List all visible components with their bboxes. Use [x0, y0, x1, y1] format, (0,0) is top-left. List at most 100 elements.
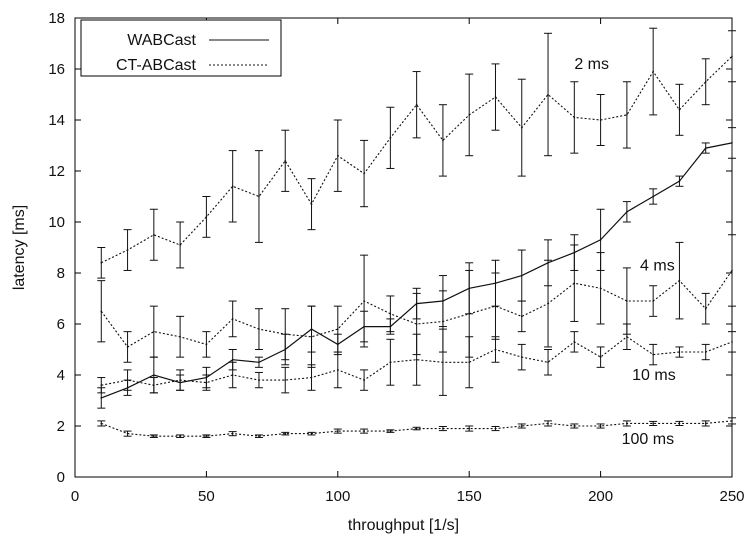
- series-group: [97, 27, 736, 438]
- data-point: [599, 356, 602, 358]
- y-tick-label: 6: [57, 316, 65, 333]
- data-point: [731, 269, 733, 272]
- data-point: [337, 369, 339, 371]
- data-point: [494, 305, 497, 307]
- data-point: [573, 425, 576, 427]
- data-point: [179, 379, 181, 381]
- y-tick-label: 12: [48, 163, 65, 180]
- data-point: [153, 384, 155, 387]
- data-point: [205, 216, 208, 218]
- data-point: [284, 432, 287, 435]
- y-tick-label: 10: [48, 214, 65, 231]
- data-point: [573, 341, 576, 343]
- data-point: [153, 233, 155, 236]
- data-point: [547, 302, 549, 305]
- data-point: [363, 430, 365, 432]
- data-point: [731, 55, 733, 58]
- data-point: [100, 397, 103, 399]
- data-point: [337, 154, 339, 157]
- data-point: [389, 137, 392, 139]
- legend-label: CT-ABCast: [116, 57, 197, 74]
- data-point: [415, 323, 418, 325]
- data-point: [415, 427, 418, 430]
- data-point: [284, 379, 287, 381]
- data-point: [678, 180, 681, 182]
- x-tick-label: 100: [325, 488, 350, 505]
- legend-label: WABCast: [127, 32, 196, 49]
- data-point: [258, 435, 260, 438]
- legend-box: [80, 19, 282, 77]
- y-axis-title: latency [ms]: [11, 205, 28, 290]
- legend: WABCast CT-ABCast: [80, 19, 282, 77]
- data-point: [442, 361, 444, 364]
- data-point: [599, 425, 602, 427]
- data-point: [389, 361, 392, 364]
- x-tick-label: 0: [71, 488, 79, 505]
- data-point: [126, 379, 129, 381]
- data-point: [731, 341, 733, 343]
- data-point: [363, 300, 365, 302]
- annotation-group: 2 ms 4 ms 10 ms 100 ms: [574, 56, 675, 448]
- data-point: [205, 343, 208, 346]
- data-point: [100, 422, 103, 425]
- data-point: [520, 274, 523, 277]
- data-point: [205, 435, 208, 438]
- data-point: [704, 422, 707, 425]
- data-point: [389, 313, 392, 315]
- data-point: [231, 358, 234, 361]
- data-point: [205, 381, 208, 384]
- data-point: [310, 335, 313, 338]
- data-point: [626, 300, 628, 302]
- axes: 0 50 100 150 200 250 0 2 4 6 8 10 12 14 16 18 throughput…: [11, 10, 745, 534]
- series-annotation: 2 ms: [574, 56, 609, 73]
- y-tick-label: 8: [57, 265, 65, 282]
- data-point: [704, 351, 707, 353]
- data-point: [126, 346, 129, 348]
- data-point: [626, 114, 628, 116]
- data-point: [415, 358, 418, 361]
- data-point: [494, 96, 497, 98]
- data-point: [573, 282, 576, 285]
- data-point: [599, 239, 602, 241]
- data-point: [599, 119, 602, 121]
- series-annotation: 4 ms: [640, 257, 675, 274]
- data-point: [704, 147, 707, 149]
- data-point: [626, 335, 628, 338]
- data-point: [258, 379, 260, 381]
- data-point: [153, 330, 155, 333]
- data-point: [468, 361, 471, 364]
- data-point: [520, 126, 523, 129]
- data-point: [310, 203, 313, 205]
- y-tick-label: 14: [48, 112, 65, 129]
- data-point: [547, 93, 549, 96]
- data-point: [415, 103, 418, 106]
- x-axis-title: throughput [1/s]: [348, 517, 459, 534]
- data-point: [468, 114, 471, 116]
- data-point: [284, 333, 287, 336]
- data-point: [310, 376, 313, 379]
- data-point: [652, 300, 654, 302]
- data-point: [231, 185, 234, 188]
- data-point: [337, 328, 339, 330]
- x-tick-label: 150: [457, 488, 482, 505]
- data-point: [126, 432, 129, 435]
- data-point: [363, 172, 365, 175]
- data-point: [494, 427, 497, 430]
- x-tick-label: 200: [588, 488, 613, 505]
- y-tick-label: 18: [48, 10, 65, 27]
- series-100-ms: [97, 417, 736, 438]
- data-point: [100, 384, 103, 387]
- data-point: [652, 195, 654, 198]
- series-2-ms: [97, 27, 736, 279]
- x-tick-label: 250: [719, 488, 744, 505]
- data-point: [100, 262, 103, 264]
- x-tick-label: 50: [198, 488, 215, 505]
- data-point: [573, 116, 576, 119]
- data-point: [284, 160, 287, 162]
- data-point: [652, 422, 654, 425]
- data-point: [100, 310, 103, 313]
- y-tick-label: 0: [57, 469, 65, 486]
- data-point: [599, 287, 602, 290]
- y-tick-label: 16: [48, 61, 65, 78]
